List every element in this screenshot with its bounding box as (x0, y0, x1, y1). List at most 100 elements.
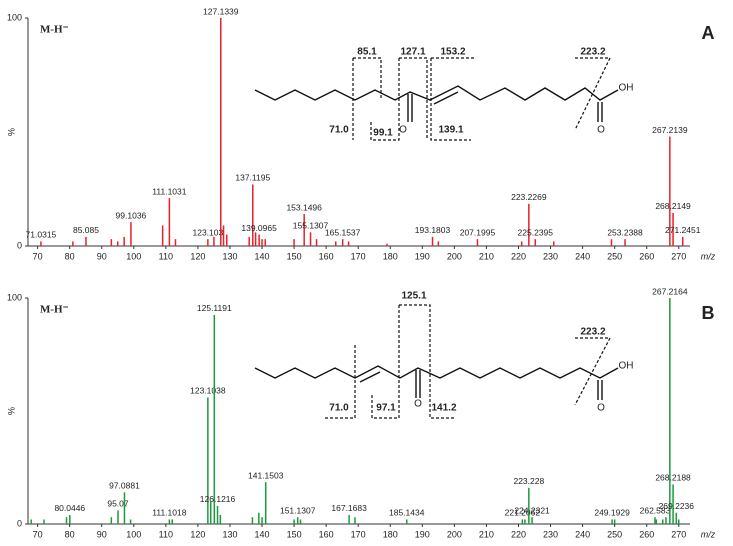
peak-label: 71.0315 (26, 230, 57, 240)
peak-label: 193.1803 (415, 225, 451, 235)
x-tick-label: 150 (287, 251, 302, 261)
x-tick-label: 190 (415, 529, 430, 539)
peak-label: 127.1339 (203, 6, 239, 16)
peak-label: 223.228 (513, 476, 544, 486)
peak-label: 80.0446 (54, 503, 85, 513)
x-tick-label: 210 (479, 529, 494, 539)
x-tick-label: 260 (639, 251, 654, 261)
x-tick-label: 130 (222, 529, 237, 539)
x-tick-label: 270 (671, 529, 686, 539)
peak-label: 267.2139 (652, 125, 688, 135)
x-tick-label: 90 (97, 529, 107, 539)
x-tick-label: 120 (190, 251, 205, 261)
peak-label: 249.1929 (594, 508, 630, 518)
x-tick-label: 90 (97, 251, 107, 261)
x-tick-label: 200 (447, 251, 462, 261)
fragment-label: 153.2 (440, 47, 465, 58)
x-tick-label: 160 (319, 251, 334, 261)
x-tick-label: 70 (33, 529, 43, 539)
x-tick-label: 110 (159, 529, 173, 539)
x-tick-label: 200 (447, 529, 462, 539)
fragment-label: 139.1 (438, 125, 463, 136)
peak-label: 225.2395 (518, 227, 554, 237)
fragment-label: 127.1 (400, 47, 425, 58)
y-tick-label: 0 (17, 240, 22, 250)
fragment-label: 71.0 (329, 125, 349, 136)
fragment-label: 85.1 (357, 47, 377, 58)
x-tick-label: 270 (671, 251, 686, 261)
x-tick-label: 140 (255, 529, 270, 539)
x-tick-label: 140 (255, 251, 270, 261)
x-axis-label: m/z (701, 251, 716, 261)
peak-label: 271.2451 (665, 225, 701, 235)
fragment-label: 99.1 (373, 128, 393, 139)
y-tick-label: 100 (7, 12, 22, 22)
peak-label: 253.2388 (607, 227, 643, 237)
fragment-label: OH (619, 83, 634, 94)
x-tick-label: 250 (607, 251, 622, 261)
x-tick-label: 120 (190, 529, 205, 539)
peak-label: 99.1036 (116, 210, 147, 220)
x-tick-label: 160 (319, 529, 334, 539)
ion-label: M-H⁻ (40, 304, 69, 316)
peak-label: 167.1683 (331, 503, 367, 513)
fragment-label: O (597, 125, 605, 136)
peak-label: 111.1018 (152, 508, 186, 518)
fragment-label: OH (619, 361, 634, 372)
y-tick-label: 100 (7, 292, 22, 302)
peak-label: 207.1995 (460, 227, 496, 237)
structure-b (254, 304, 619, 419)
peak-label: 85.085 (73, 225, 99, 235)
peak-label: 141.1503 (248, 470, 284, 480)
x-tick-label: 130 (222, 251, 237, 261)
y-tick-label: 0 (17, 518, 22, 528)
x-tick-label: 210 (479, 251, 494, 261)
fragment-label: 97.1 (376, 403, 396, 414)
x-tick-label: 230 (543, 251, 558, 261)
x-tick-label: 100 (126, 529, 141, 539)
fragment-label: 125.1 (401, 291, 426, 302)
peak-label: 95.07 (107, 499, 129, 509)
peak-label: 224.2321 (514, 505, 550, 515)
peak-label: 137.1195 (235, 173, 270, 183)
peak-label: 165.1537 (325, 227, 361, 237)
peak-label: 221.2062 (505, 508, 541, 518)
peak-label: 139.0965 (241, 223, 277, 233)
peak-label: 151.1307 (280, 505, 316, 515)
x-tick-label: 70 (33, 251, 43, 261)
y-axis-label: % (6, 407, 16, 415)
x-axis-label: m/z (701, 529, 716, 539)
peak-label: 126.1216 (200, 494, 236, 504)
x-tick-label: 80 (65, 251, 75, 261)
fragment-label: 223.2 (580, 47, 605, 58)
peak-label: 267.2164 (652, 286, 688, 296)
panel-label: A (702, 23, 715, 43)
peak-label: 153.1496 (286, 202, 322, 212)
x-tick-label: 220 (511, 251, 526, 261)
x-tick-label: 240 (575, 251, 590, 261)
peak-label: 97.0881 (109, 481, 140, 491)
x-tick-label: 100 (126, 251, 141, 261)
x-tick-label: 260 (639, 529, 654, 539)
structure-a (254, 57, 619, 141)
x-tick-label: 180 (383, 251, 398, 261)
peak-label: 223.2269 (511, 192, 547, 202)
peak-label: 123.103 (192, 227, 223, 237)
peak-label: 269.2236 (659, 501, 695, 511)
fragment-label: O (399, 125, 407, 136)
peak-label: 155.1307 (293, 221, 329, 231)
x-tick-label: 180 (383, 529, 398, 539)
fragment-label: O (597, 403, 605, 414)
x-tick-label: 170 (351, 251, 366, 261)
peak-label: 111.1031 (152, 186, 186, 196)
peak-label: 268.2149 (655, 201, 691, 211)
x-tick-label: 150 (287, 529, 302, 539)
fragment-label: 141.2 (431, 403, 456, 414)
x-tick-label: 220 (511, 529, 526, 539)
x-tick-label: 230 (543, 529, 558, 539)
peak-label: 125.1191 (197, 303, 232, 313)
peak-label: 185.1434 (389, 508, 425, 518)
x-tick-label: 170 (351, 529, 366, 539)
x-tick-label: 80 (65, 529, 75, 539)
